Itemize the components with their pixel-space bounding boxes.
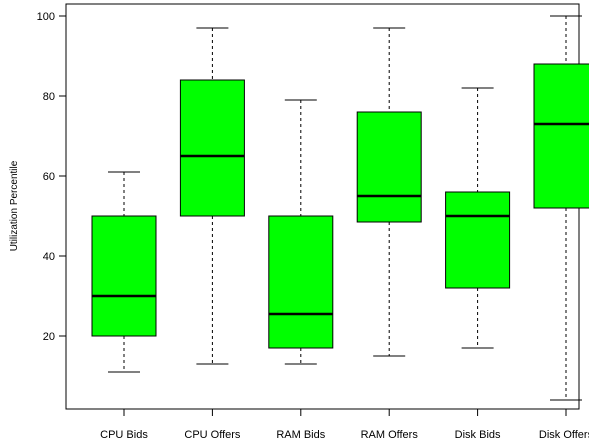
box-4 — [357, 28, 421, 356]
iqr-box — [180, 80, 244, 216]
box-3 — [269, 100, 333, 364]
category-labels: CPU Bids CPU Offers RAM Bids RAM Offers Disk… — [100, 409, 589, 441]
box-1 — [92, 172, 156, 372]
iqr-box — [534, 64, 589, 208]
y-tick-label: 60 — [43, 171, 55, 183]
category-label: Disk Bids — [455, 429, 501, 441]
category-label: RAM Bids — [276, 429, 325, 441]
y-tick-label: 20 — [43, 331, 55, 343]
box-5 — [446, 88, 510, 348]
iqr-box — [92, 216, 156, 336]
iqr-box — [357, 112, 421, 222]
category-label: RAM Offers — [361, 429, 419, 441]
y-axis-label: Utilization Percentile — [9, 160, 20, 251]
box-6 — [534, 16, 589, 400]
boxes-group — [92, 16, 589, 400]
iqr-box — [269, 216, 333, 348]
y-axis-ticks: 20 40 60 80 100 — [37, 11, 66, 343]
category-label: CPU Offers — [184, 429, 241, 441]
y-tick-label: 80 — [43, 91, 55, 103]
y-tick-label: 100 — [37, 11, 55, 23]
category-label: CPU Bids — [100, 429, 148, 441]
category-label: Disk Offers — [539, 429, 589, 441]
iqr-box — [446, 192, 510, 288]
box-2 — [180, 28, 244, 364]
y-tick-label: 40 — [43, 251, 55, 263]
